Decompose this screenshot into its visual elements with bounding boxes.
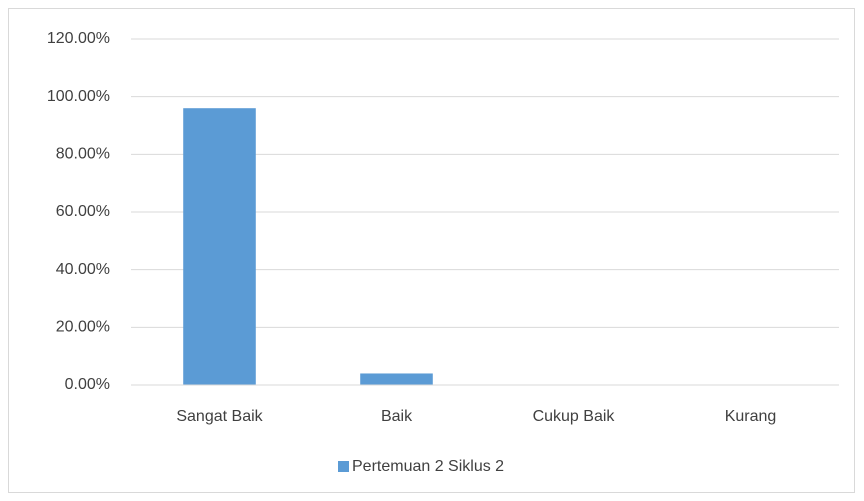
y-tick-label: 60.00%	[56, 203, 110, 220]
y-tick-label: 0.00%	[65, 376, 110, 393]
bar	[183, 108, 256, 385]
legend-label: Pertemuan 2 Siklus 2	[352, 458, 504, 475]
chart-frame	[8, 8, 855, 493]
x-tick-label: Kurang	[725, 408, 777, 425]
y-tick-label: 120.00%	[47, 30, 110, 47]
y-tick-label: 80.00%	[56, 146, 110, 163]
x-tick-label: Cukup Baik	[533, 408, 616, 425]
x-tick-label: Baik	[381, 408, 413, 425]
y-tick-label: 20.00%	[56, 319, 110, 336]
bar	[360, 373, 433, 385]
x-tick-label: Sangat Baik	[176, 408, 263, 425]
y-tick-label: 40.00%	[56, 261, 110, 278]
legend-swatch	[338, 461, 349, 472]
y-tick-label: 100.00%	[47, 88, 110, 105]
